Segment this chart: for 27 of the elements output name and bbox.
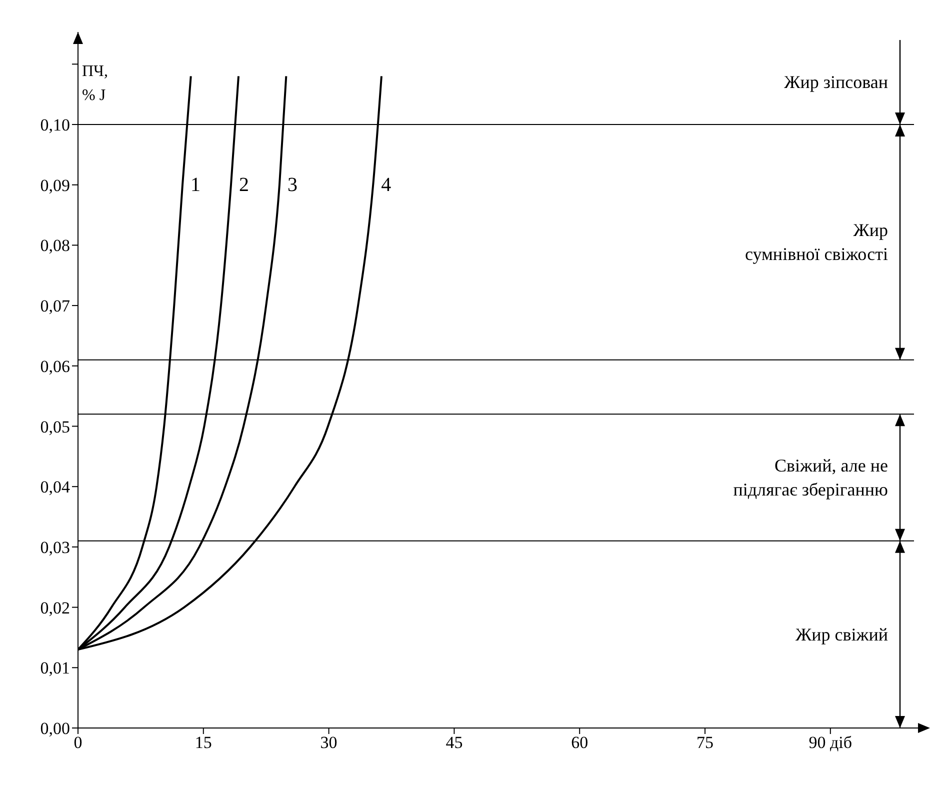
y-tick-label: 0,08 — [40, 236, 70, 256]
y-tick-label: 0,04 — [40, 478, 70, 497]
y-tick-label: 0,01 — [40, 658, 70, 678]
y-axis-title: ПЧ, % J — [82, 63, 108, 104]
series-label: 2 — [238, 174, 249, 196]
y-tick-label: 0,02 — [40, 598, 70, 618]
annotation: Жир свіжий — [796, 624, 888, 644]
y-tick-label: 0,06 — [40, 356, 70, 376]
y-tick-label: 0,03 — [40, 538, 70, 557]
y-tick-label: 0,10 — [40, 116, 70, 135]
y-tick-label: 0,07 — [40, 296, 70, 316]
annotation: Жир сумнівної свіжості — [745, 220, 888, 264]
y-tick-label: 0,05 — [40, 417, 70, 436]
series-label: 4 — [381, 174, 392, 196]
x-tick-label: 15 — [194, 733, 212, 752]
x-tick-label: 75 — [696, 733, 714, 752]
x-tick-label: 45 — [446, 733, 463, 752]
y-tick-label: 0,00 — [40, 719, 70, 738]
x-tick-label: 60 — [571, 733, 588, 752]
series-label: 1 — [190, 174, 200, 196]
x-tick-label: 30 — [320, 733, 338, 752]
x-tick-label: 0 — [74, 733, 82, 752]
annotation: Жир зіпсован — [784, 72, 888, 92]
annotation: Свіжий, але не підлягає зберіганню — [733, 456, 888, 500]
x-tick-label: 90 діб — [808, 733, 852, 752]
y-tick-label: 0,09 — [40, 176, 70, 195]
series-label: 3 — [287, 174, 298, 196]
